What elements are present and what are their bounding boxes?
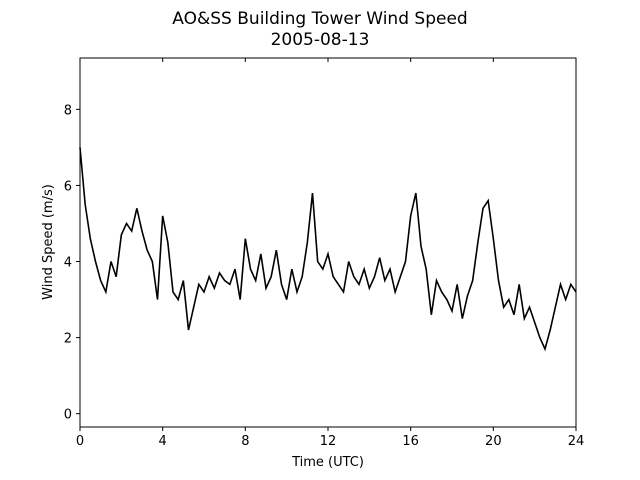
x-tick-label: 0 xyxy=(76,434,84,449)
plot-frame xyxy=(79,57,577,428)
x-tick-label: 4 xyxy=(159,434,167,449)
x-tick-label: 20 xyxy=(485,434,502,449)
data-line xyxy=(79,147,577,352)
x-tick-label: 8 xyxy=(241,434,249,449)
x-axis-label: Time (UTC) xyxy=(291,455,364,470)
y-tick-label: 2 xyxy=(64,332,72,347)
y-axis-label: Wind Speed (m/s) xyxy=(41,184,56,300)
y-tick-label: 6 xyxy=(64,179,72,194)
y-tick-label: 0 xyxy=(64,408,72,423)
chart-subtitle: 2005-08-13 xyxy=(271,30,370,50)
chart-title: AO&SS Building Tower Wind Speed xyxy=(172,9,467,29)
y-tick-label: 8 xyxy=(64,103,72,118)
x-tick-label: 12 xyxy=(320,434,337,449)
x-tick-label: 16 xyxy=(402,434,419,449)
x-tick-label: 24 xyxy=(568,434,585,449)
y-tick-label: 4 xyxy=(64,256,72,271)
